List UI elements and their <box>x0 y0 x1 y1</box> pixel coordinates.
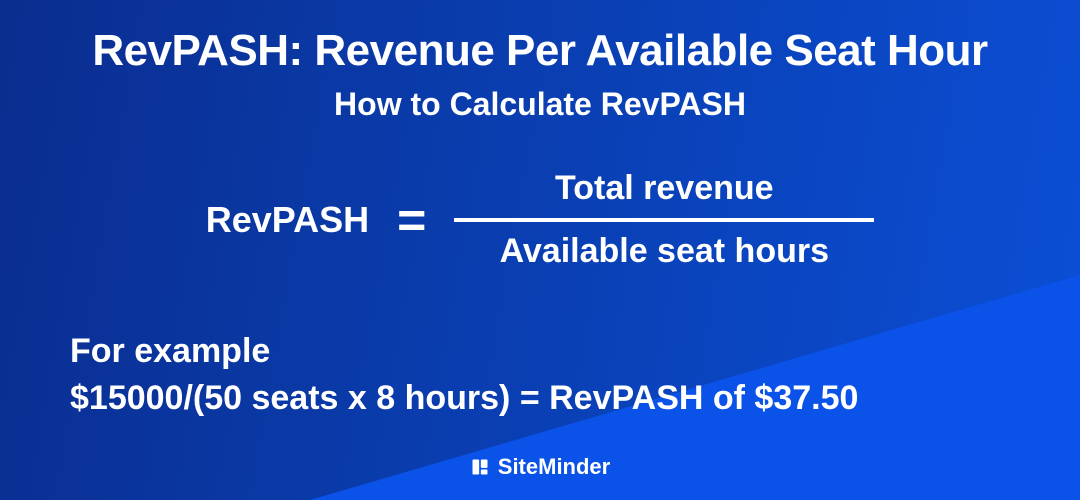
formula-fraction-bar <box>454 218 874 222</box>
example-calculation: $15000/(50 seats x 8 hours) = RevPASH of… <box>70 379 1010 418</box>
brand-footer: SiteMinder <box>0 454 1080 480</box>
example-block: For example $15000/(50 seats x 8 hours) … <box>70 332 1010 418</box>
page-subtitle: How to Calculate RevPASH <box>0 86 1080 123</box>
infographic-content: RevPASH: Revenue Per Available Seat Hour… <box>0 0 1080 500</box>
page-title: RevPASH: Revenue Per Available Seat Hour <box>0 26 1080 76</box>
formula-equals: = <box>397 195 426 245</box>
formula-fraction: Total revenue Available seat hours <box>454 165 874 275</box>
brand-name: SiteMinder <box>498 454 610 480</box>
siteminder-logo-icon <box>470 457 490 477</box>
formula-block: RevPASH = Total revenue Available seat h… <box>0 165 1080 275</box>
formula-lhs: RevPASH <box>206 199 369 241</box>
example-label: For example <box>70 332 1010 371</box>
formula-numerator: Total revenue <box>547 165 782 212</box>
formula-denominator: Available seat hours <box>492 228 837 275</box>
